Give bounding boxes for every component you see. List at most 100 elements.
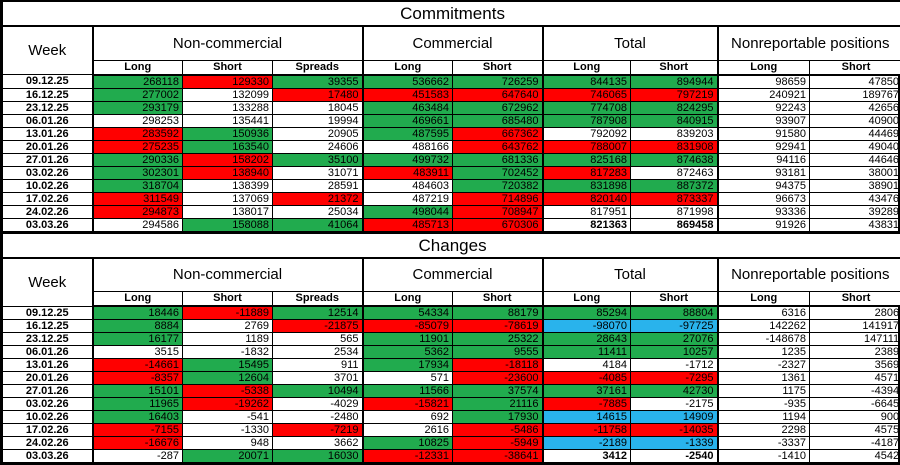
value-cell: -38641: [453, 450, 543, 463]
value-cell: 887372: [631, 179, 718, 192]
value-cell: -7295: [631, 372, 718, 385]
value-cell: 787908: [543, 114, 631, 127]
value-cell: 294873: [93, 205, 183, 218]
column-header: Short: [810, 292, 900, 307]
value-cell: 25322: [453, 333, 543, 346]
column-header: Long: [363, 60, 453, 75]
value-cell: 536662: [363, 75, 453, 89]
value-cell: 831908: [631, 140, 718, 153]
value-cell: 3662: [273, 437, 363, 450]
value-cell: 874638: [631, 153, 718, 166]
value-cell: -2327: [718, 359, 810, 372]
value-cell: 138017: [183, 205, 273, 218]
value-cell: 16030: [273, 450, 363, 463]
value-cell: 774708: [543, 101, 631, 114]
value-cell: 487219: [363, 192, 453, 205]
week-cell: 09.12.25: [3, 75, 93, 89]
value-cell: 484603: [363, 179, 453, 192]
value-cell: 571: [363, 372, 453, 385]
value-cell: 3569: [810, 359, 900, 372]
value-cell: 43831: [810, 218, 900, 231]
column-header: Long: [363, 292, 453, 307]
value-cell: 294586: [93, 218, 183, 231]
value-cell: 797219: [631, 88, 718, 101]
value-cell: 93907: [718, 114, 810, 127]
week-cell: 03.02.26: [3, 398, 93, 411]
value-cell: -4029: [273, 398, 363, 411]
value-cell: 499732: [363, 153, 453, 166]
value-cell: 894944: [631, 75, 718, 89]
value-cell: 451583: [363, 88, 453, 101]
value-cell: 817951: [543, 205, 631, 218]
week-cell: 03.03.26: [3, 218, 93, 231]
column-header: Short: [183, 60, 273, 75]
value-cell: 10494: [273, 385, 363, 398]
value-cell: 147111: [810, 333, 900, 346]
value-cell: -21875: [273, 320, 363, 333]
value-cell: -23600: [453, 372, 543, 385]
value-cell: -2175: [631, 398, 718, 411]
value-cell: -14035: [631, 424, 718, 437]
value-cell: 12514: [273, 306, 363, 320]
value-cell: 290336: [93, 153, 183, 166]
value-cell: 702452: [453, 166, 543, 179]
value-cell: 16403: [93, 411, 183, 424]
value-cell: 21116: [453, 398, 543, 411]
value-cell: 88179: [453, 306, 543, 320]
group-header: Non-commercial: [93, 26, 363, 60]
value-cell: 129330: [183, 75, 273, 89]
value-cell: 42656: [810, 101, 900, 114]
value-cell: 135441: [183, 114, 273, 127]
value-cell: 485713: [363, 218, 453, 231]
value-cell: -97725: [631, 320, 718, 333]
value-cell: 17934: [363, 359, 453, 372]
value-cell: 25034: [273, 205, 363, 218]
column-header: Short: [453, 60, 543, 75]
value-cell: 2298: [718, 424, 810, 437]
value-cell: 39355: [273, 75, 363, 89]
value-cell: -1339: [631, 437, 718, 450]
value-cell: 91580: [718, 127, 810, 140]
value-cell: 8884: [93, 320, 183, 333]
value-cell: 163540: [183, 140, 273, 153]
value-cell: -7155: [93, 424, 183, 437]
value-cell: 463484: [363, 101, 453, 114]
value-cell: 27076: [631, 333, 718, 346]
value-cell: 158088: [183, 218, 273, 231]
value-cell: 15101: [93, 385, 183, 398]
section-title: Changes: [3, 233, 900, 258]
column-header: Long: [543, 292, 631, 307]
value-cell: 39289: [810, 205, 900, 218]
week-cell: 03.03.26: [3, 450, 93, 463]
value-cell: -11758: [543, 424, 631, 437]
value-cell: 302301: [93, 166, 183, 179]
week-cell: 13.01.26: [3, 359, 93, 372]
value-cell: 788007: [543, 140, 631, 153]
value-cell: 825168: [543, 153, 631, 166]
value-cell: 283592: [93, 127, 183, 140]
value-cell: -85079: [363, 320, 453, 333]
value-cell: 911: [273, 359, 363, 372]
value-cell: 15495: [183, 359, 273, 372]
value-cell: 24606: [273, 140, 363, 153]
value-cell: 11566: [363, 385, 453, 398]
value-cell: 19994: [273, 114, 363, 127]
value-cell: 20071: [183, 450, 273, 463]
value-cell: 831898: [543, 179, 631, 192]
value-cell: 85294: [543, 306, 631, 320]
value-cell: 2806: [810, 306, 900, 320]
week-cell: 24.02.26: [3, 205, 93, 218]
value-cell: 132099: [183, 88, 273, 101]
value-cell: -3337: [718, 437, 810, 450]
